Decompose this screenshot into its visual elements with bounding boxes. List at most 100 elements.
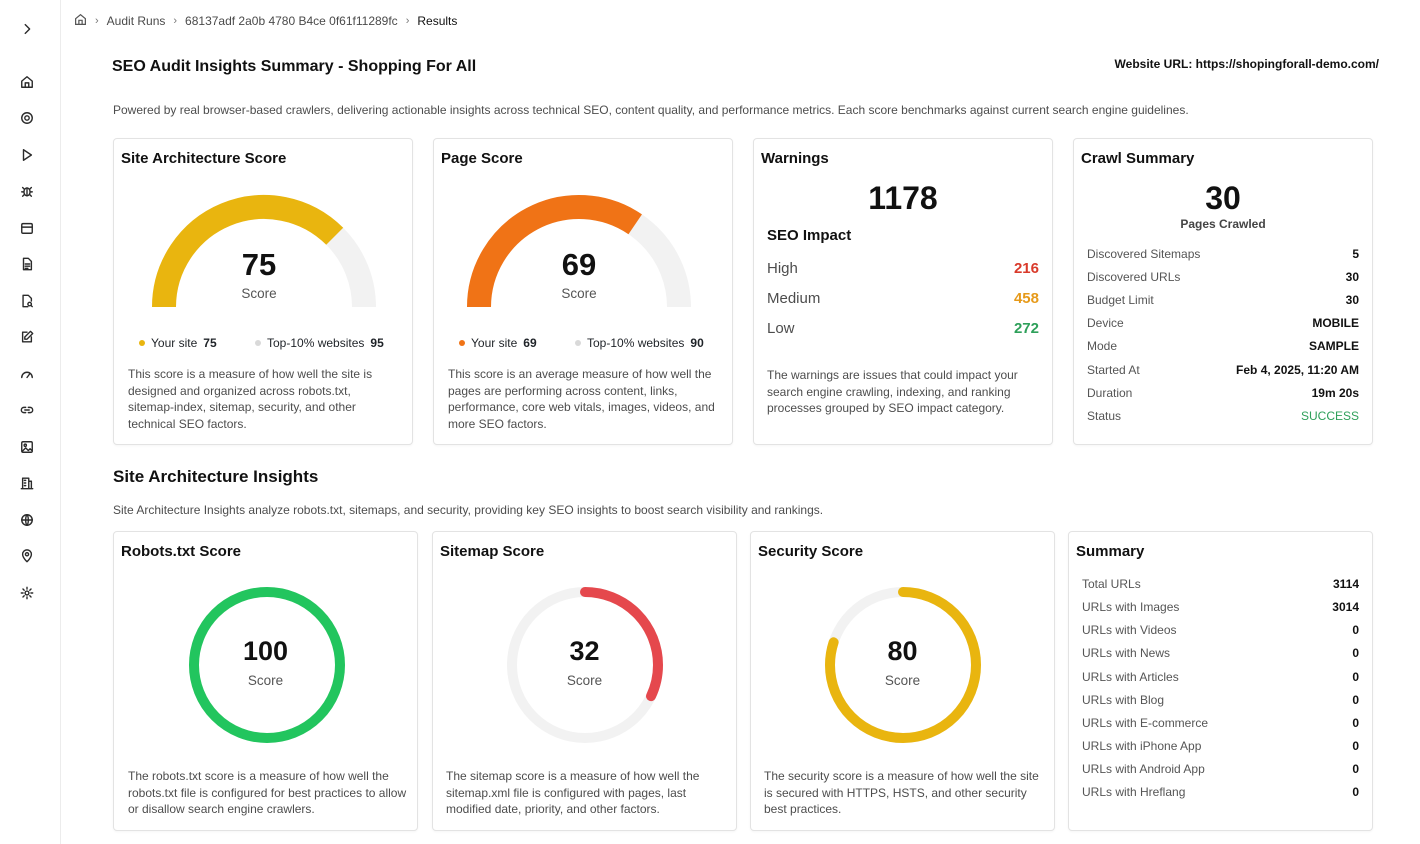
- file-search-icon[interactable]: [19, 293, 35, 309]
- gauge-fill: [507, 587, 663, 743]
- legend-dot: [255, 340, 261, 346]
- location-icon[interactable]: [19, 548, 35, 564]
- row-value: SAMPLE: [1308, 339, 1359, 353]
- summary-row: URLs with News 0: [1082, 646, 1359, 660]
- play-icon[interactable]: [19, 147, 35, 163]
- row-label: URLs with E-commerce: [1082, 716, 1209, 730]
- row-value: Feb 4, 2025, 11:20 AM: [1236, 363, 1359, 377]
- score-label: Score: [247, 673, 284, 688]
- security-score: 80: [887, 636, 918, 666]
- row-value: 0: [1352, 785, 1359, 799]
- summary-row: Total URLs 3114: [1082, 577, 1359, 591]
- robots-card: Robots.txt Score 100 Score The robots.tx…: [113, 531, 418, 831]
- crawl-row: Device MOBILE: [1087, 316, 1359, 330]
- section-description: Site Architecture Insights analyze robot…: [113, 503, 824, 517]
- card-description: The robots.txt score is a measure of how…: [128, 769, 407, 816]
- page-title: SEO Audit Insights Summary - Shopping Fo…: [112, 58, 477, 75]
- website-url-label: Website URL:: [1114, 57, 1193, 71]
- settings-icon[interactable]: [19, 585, 35, 601]
- summary-row: URLs with E-commerce 0: [1082, 716, 1359, 730]
- link-icon[interactable]: [19, 402, 35, 418]
- gauge-fill: [152, 195, 344, 308]
- calendar-icon[interactable]: [19, 220, 35, 236]
- gauge-fill: [189, 587, 345, 743]
- breadcrumb: › Audit Runs › 68137adf 2a0b 4780 B4ce 0…: [74, 13, 457, 29]
- card-description: This score is an average measure of how …: [448, 367, 715, 431]
- expand-icon[interactable]: [19, 21, 35, 37]
- legend-label: Your site: [151, 336, 198, 350]
- document-icon[interactable]: [19, 256, 35, 272]
- target-icon[interactable]: [19, 110, 35, 126]
- page-score-gauge: [467, 195, 691, 308]
- row-value: 0: [1352, 739, 1359, 753]
- summary-row: URLs with Hreflang 0: [1082, 785, 1359, 799]
- summary-card: Summary Total URLs 3114 URLs with Images 3…: [1068, 531, 1373, 831]
- row-label: Started At: [1087, 363, 1140, 377]
- legend-your-site: Your site 69: [459, 336, 537, 350]
- building-icon[interactable]: [19, 475, 35, 491]
- row-value: 0: [1352, 646, 1359, 660]
- website-url-value: https://shopingforall-demo.com/: [1195, 57, 1379, 71]
- impact-value: 272: [1013, 320, 1039, 337]
- score-label: Score: [884, 673, 921, 688]
- card-title: Security Score: [758, 543, 864, 560]
- row-value: 3014: [1332, 600, 1359, 614]
- card-description: The warnings are issues that could impac…: [767, 368, 1018, 415]
- bug-icon[interactable]: [19, 183, 35, 199]
- crawl-row-status: Status SUCCESS: [1087, 409, 1359, 423]
- gauge-fill: [825, 587, 981, 743]
- row-label: Discovered URLs: [1087, 270, 1181, 284]
- score-label: Score: [561, 286, 597, 301]
- legend-dot: [139, 340, 145, 346]
- robots-score: 100: [242, 636, 289, 666]
- impact-row-medium: Medium 458: [767, 290, 1039, 307]
- intro-text: Powered by real browser-based crawlers, …: [113, 103, 1189, 117]
- pages-crawled-label: Pages Crawled: [1180, 217, 1266, 231]
- seo-impact-title: SEO Impact: [767, 227, 852, 244]
- card-title: Summary: [1076, 543, 1145, 560]
- summary-row: URLs with Images 3014: [1082, 600, 1359, 614]
- row-value: 5: [1352, 247, 1359, 261]
- row-label: Mode: [1087, 339, 1118, 353]
- score-label: Score: [241, 286, 277, 301]
- security-gauge: [825, 587, 981, 743]
- legend-label: Top-10% websites: [587, 336, 685, 350]
- card-title: Site Architecture Score: [121, 150, 287, 167]
- row-label: Duration: [1087, 386, 1133, 400]
- card-title: Robots.txt Score: [121, 543, 242, 560]
- legend-top: Top-10% websites 95: [255, 336, 384, 350]
- crawl-row: Started At Feb 4, 2025, 11:20 AM: [1087, 363, 1359, 377]
- row-label: URLs with News: [1082, 646, 1171, 660]
- edit-icon[interactable]: [19, 329, 35, 345]
- chevron-right-icon: ›: [405, 15, 410, 27]
- breadcrumb-audit-runs[interactable]: Audit Runs: [106, 14, 166, 28]
- row-label: URLs with Articles: [1082, 670, 1179, 684]
- row-value: 3114: [1332, 577, 1359, 591]
- row-value: 30: [1345, 270, 1359, 284]
- chevron-right-icon: ›: [95, 15, 99, 27]
- home-icon[interactable]: [19, 74, 35, 90]
- legend-label: Your site: [471, 336, 518, 350]
- site-architecture-score: 75: [241, 247, 277, 282]
- crawl-summary-card: Crawl Summary 30 Pages Crawled Discovere…: [1073, 138, 1373, 445]
- crawl-row: Discovered URLs 30: [1087, 270, 1359, 284]
- chevron-right-icon: ›: [173, 15, 178, 27]
- page-score-card: Page Score 69 Score Your site 69 Top-10%…: [433, 138, 733, 445]
- warnings-total: 1178: [868, 180, 938, 216]
- summary-row: URLs with Blog 0: [1082, 693, 1359, 707]
- row-label: Budget Limit: [1087, 293, 1154, 307]
- image-icon[interactable]: [19, 439, 35, 455]
- row-value: 19m 20s: [1311, 386, 1359, 400]
- summary-row: URLs with iPhone App 0: [1082, 739, 1359, 753]
- page-score-value: 69: [561, 247, 597, 282]
- globe-icon[interactable]: [19, 512, 35, 528]
- gauge-icon[interactable]: [19, 366, 35, 382]
- home-icon[interactable]: [74, 13, 87, 29]
- crawl-row: Budget Limit 30: [1087, 293, 1359, 307]
- impact-value: 458: [1013, 290, 1039, 307]
- card-title: Page Score: [441, 150, 523, 167]
- breadcrumb-run-id[interactable]: 68137adf 2a0b 4780 B4ce 0f61f11289fc: [185, 14, 398, 28]
- legend-dot: [575, 340, 581, 346]
- section-title: Site Architecture Insights: [113, 467, 319, 486]
- row-value: 30: [1345, 293, 1359, 307]
